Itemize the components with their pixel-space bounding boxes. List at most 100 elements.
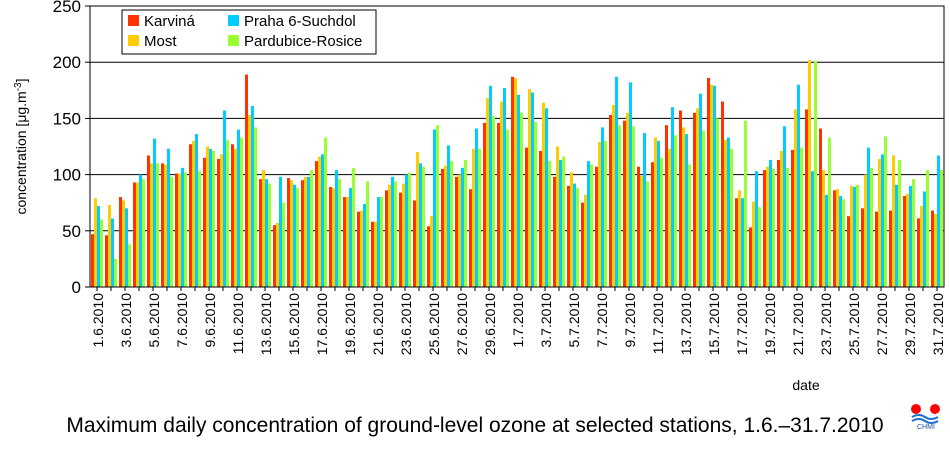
bar [156, 163, 159, 287]
bar [836, 189, 839, 287]
x-tick-label: 17.6.2010 [314, 293, 330, 355]
x-tick-label: 27.6.2010 [454, 293, 470, 355]
bar [696, 108, 699, 287]
bar [287, 177, 290, 287]
x-tick-label: 29.7.2010 [902, 293, 918, 355]
x-tick-label: 27.7.2010 [874, 293, 890, 355]
bar [724, 139, 727, 287]
bar [923, 191, 926, 287]
bar [458, 174, 461, 287]
bar [486, 98, 489, 287]
bar [399, 192, 402, 287]
x-tick-label: 11.7.2010 [650, 293, 666, 354]
bar [436, 125, 439, 287]
bar [744, 120, 747, 287]
bar [209, 148, 212, 287]
x-tick-label: 25.6.2010 [426, 293, 442, 355]
bar [371, 221, 374, 287]
bar [430, 216, 433, 287]
bar [184, 172, 187, 287]
bar [800, 147, 803, 287]
bar [133, 182, 136, 287]
bar [427, 226, 430, 287]
bar [707, 77, 710, 287]
bar [114, 258, 117, 287]
legend: Karviná Praha 6-Suchdol Most Pardubice-Rosi… [121, 9, 377, 55]
bar [520, 112, 523, 287]
bar [511, 76, 514, 287]
legend-swatch [228, 15, 239, 26]
bar [237, 129, 240, 287]
bar [685, 134, 688, 287]
bar [301, 180, 304, 287]
bar [786, 167, 789, 287]
bar [898, 159, 901, 287]
bar [903, 195, 906, 287]
bar [749, 227, 752, 287]
chmi-logo-text: CHMI [917, 424, 935, 431]
x-tick-label: 29.6.2010 [482, 293, 498, 355]
bar [822, 170, 825, 287]
bar [674, 135, 677, 287]
x-tick-label: 7.6.2010 [174, 293, 190, 348]
bar [128, 244, 131, 287]
bar [223, 110, 226, 287]
bar [97, 206, 100, 287]
bar [623, 120, 626, 287]
bar [881, 154, 884, 287]
bar [276, 222, 279, 287]
bar [542, 102, 545, 287]
bar [282, 202, 285, 287]
bar [598, 142, 601, 287]
bar [584, 194, 587, 287]
bar [296, 188, 299, 287]
bar [562, 156, 565, 287]
bar [612, 104, 615, 287]
bar [195, 134, 198, 287]
bar [525, 147, 528, 287]
bar [735, 198, 738, 287]
bar [391, 176, 394, 287]
bar [329, 186, 332, 287]
bar [539, 150, 542, 287]
bar [254, 127, 257, 287]
y-tick-label: 150 [53, 109, 81, 128]
bar [604, 140, 607, 287]
bar [349, 188, 352, 287]
bar [111, 218, 114, 287]
bar [853, 186, 856, 287]
y-tick-label: 250 [53, 0, 81, 16]
bar [772, 168, 775, 287]
bar [668, 148, 671, 287]
bar [688, 164, 691, 287]
bar [828, 137, 831, 287]
bar [755, 171, 758, 287]
bar [366, 181, 369, 287]
bar [595, 166, 598, 287]
chmi-logo-icon [911, 404, 940, 424]
bar [514, 77, 517, 287]
bar [861, 208, 864, 287]
x-axis: 1.6.2010 3.6.2010 5.6.2010 7.6.2010 9.6.2010… [90, 287, 946, 355]
bar [780, 150, 783, 287]
bar [413, 200, 416, 287]
bar [637, 166, 640, 287]
bar [416, 152, 419, 287]
bar [503, 88, 506, 287]
bar [245, 74, 248, 288]
bar [940, 170, 943, 287]
bar [783, 126, 786, 287]
bar [646, 181, 649, 287]
bar [570, 172, 573, 287]
bar [884, 136, 887, 287]
bar [385, 190, 388, 287]
bar [587, 161, 590, 287]
x-tick-label: 23.7.2010 [818, 293, 834, 355]
bar [833, 190, 836, 287]
bar [279, 176, 282, 287]
bar [478, 148, 481, 287]
bar [94, 198, 97, 287]
bar [170, 176, 173, 287]
bar [310, 170, 313, 287]
bar [380, 197, 383, 287]
